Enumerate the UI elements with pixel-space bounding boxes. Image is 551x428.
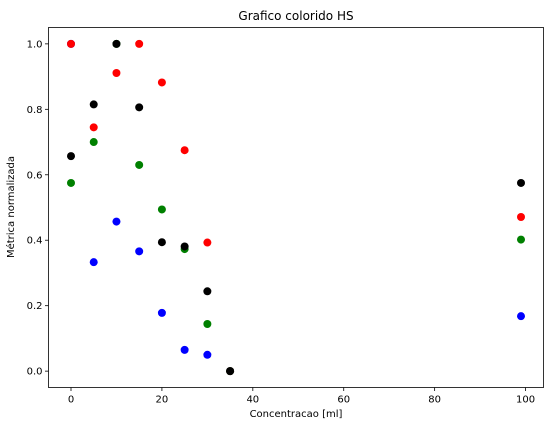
data-point bbox=[226, 367, 235, 376]
data-point bbox=[517, 235, 525, 244]
x-tick-label: 80 bbox=[428, 395, 441, 406]
data-point bbox=[135, 103, 144, 112]
data-point bbox=[67, 152, 75, 161]
x-tick-label: 100 bbox=[516, 395, 535, 406]
data-point bbox=[89, 100, 98, 109]
data-point bbox=[157, 308, 166, 317]
data-point bbox=[67, 178, 75, 187]
data-point bbox=[135, 160, 144, 169]
data-point bbox=[203, 350, 212, 359]
axes-frame bbox=[48, 27, 544, 388]
data-point bbox=[89, 123, 98, 132]
data-point bbox=[157, 238, 166, 247]
data-point bbox=[517, 212, 525, 221]
y-tick-label: 1.0 bbox=[27, 39, 43, 50]
y-tick-label: 0.8 bbox=[27, 105, 43, 116]
y-axis-label: Métrica normalizada bbox=[5, 156, 17, 258]
data-point bbox=[157, 205, 166, 214]
data-point bbox=[135, 39, 144, 48]
data-point bbox=[203, 320, 212, 329]
plot-area: 0 20 40 60 80 100 0.0 0.2 0.4 0.6 0.8 1.0 bbox=[27, 27, 544, 406]
x-tick-label: 40 bbox=[246, 395, 259, 406]
x-axis-ticks: 0 20 40 60 80 100 bbox=[68, 387, 535, 406]
data-point bbox=[112, 217, 121, 226]
data-point bbox=[203, 287, 212, 296]
data-point bbox=[517, 312, 525, 321]
y-tick-label: 0.6 bbox=[27, 170, 43, 181]
data-point bbox=[67, 39, 75, 48]
data-point bbox=[157, 78, 166, 87]
x-tick-label: 20 bbox=[156, 395, 169, 406]
y-tick-label: 0.2 bbox=[27, 301, 43, 312]
data-point bbox=[180, 242, 189, 251]
data-point bbox=[112, 68, 121, 77]
y-axis-ticks: 0.0 0.2 0.4 0.6 0.8 1.0 bbox=[27, 39, 49, 378]
data-point bbox=[517, 178, 525, 187]
series-4 bbox=[67, 39, 525, 376]
data-point bbox=[135, 247, 144, 256]
data-point bbox=[112, 39, 121, 48]
x-tick-label: 60 bbox=[337, 395, 350, 406]
data-point bbox=[180, 146, 189, 155]
data-point bbox=[180, 345, 189, 354]
data-points bbox=[67, 39, 525, 376]
data-point bbox=[89, 138, 98, 147]
x-axis-label: Concentracao [ml] bbox=[250, 409, 343, 420]
y-tick-label: 0.0 bbox=[27, 367, 43, 378]
data-point bbox=[203, 238, 212, 247]
chart-title: Grafico colorido HS bbox=[238, 9, 353, 23]
data-point bbox=[89, 258, 98, 267]
x-tick-label: 0 bbox=[68, 395, 74, 406]
y-tick-label: 0.4 bbox=[27, 236, 43, 247]
